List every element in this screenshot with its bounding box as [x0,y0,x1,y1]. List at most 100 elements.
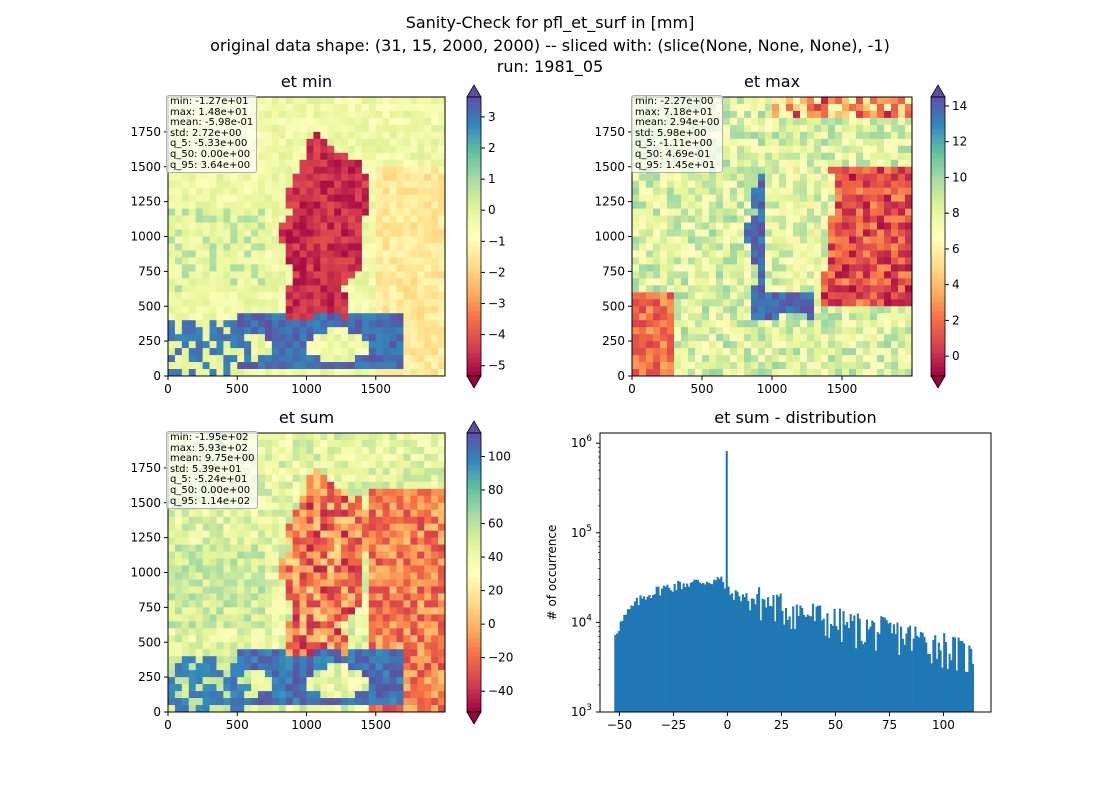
heatmap-cell [709,250,717,258]
heatmap-cell [779,292,787,300]
heatmap-cell [744,292,752,300]
heatmap-cell [431,670,439,678]
heatmap-cell [849,285,857,293]
heatmap-cell [814,264,822,272]
heatmap-cell [814,257,822,265]
heatmap-cell [417,677,425,685]
heatmap-cell [821,110,829,119]
colorbar-segment [931,231,945,237]
heatmap-cell [424,236,432,244]
heatmap-cell [828,236,836,244]
heatmap-cell [660,271,668,279]
heatmap-cell [856,369,864,377]
heatmap-cell [299,509,307,518]
heatmap-cell [306,481,314,490]
heatmap-cell [375,299,384,307]
heatmap-cell [320,264,328,272]
heatmap-cell [828,187,836,196]
heatmap-cell [195,691,204,699]
heatmap-cell [814,334,822,342]
heatmap-cell [320,250,328,258]
heatmap-cell [320,348,328,356]
heatmap-cell [389,684,397,692]
heatmap-cell [688,264,696,272]
heatmap-cell [382,621,390,629]
colorbar-segment [931,124,945,130]
heatmap-cell [320,481,328,490]
x-tick-label: 0 [628,382,636,396]
heatmap-cell [431,194,439,203]
heatmap-cell [396,201,404,210]
heatmap-cell [646,362,654,370]
heatmap-cell [223,348,231,356]
heatmap-cell [646,236,654,244]
heatmap-cell [271,222,280,230]
heatmap-cell [744,173,752,182]
heatmap-cell [758,369,766,377]
heatmap-cell [702,215,710,223]
heatmap-cell [632,180,640,189]
heatmap-cell [772,173,780,182]
heatmap-cell [368,292,377,300]
heatmap-cell [313,516,321,525]
heatmap-cell [306,656,314,664]
heatmap-cell [744,271,752,279]
heatmap-cell [688,250,696,258]
heatmap-cell [410,306,418,314]
heatmap-cell [716,334,724,342]
heatmap-cell [306,222,314,230]
heatmap-cell [278,502,287,511]
heatmap-cell [396,614,404,622]
heatmap-cell [382,530,390,539]
heatmap-cell [438,509,446,518]
heatmap-cell [202,621,210,629]
heatmap-cell [368,306,377,314]
heatmap-cell [209,691,217,699]
heatmap-cell [646,299,654,307]
heatmap-cell [341,572,349,580]
heatmap-cell [368,670,377,678]
heatmap-cell [674,264,682,272]
heatmap-cell [709,257,717,265]
heatmap-cell [354,509,363,518]
heatmap-cell [209,292,217,300]
heatmap-cell [870,285,878,293]
heatmap-cell [898,103,906,112]
heatmap-cell [168,278,176,286]
heatmap-cell [438,327,446,335]
heatmap-cell [403,502,411,511]
heatmap-cell [258,481,266,490]
heatmap-cell [368,145,377,154]
heatmap-cell [695,320,703,328]
heatmap-cell [884,264,892,272]
heatmap-cell [431,691,439,699]
heatmap-cell [285,257,294,265]
heatmap-cell [737,341,745,349]
heatmap-cell [856,103,864,112]
heatmap-cell [320,243,328,251]
heatmap-cell [632,222,640,230]
heatmap-cell [216,614,224,622]
heatmap-cell [674,173,682,182]
heatmap-cell [168,264,176,272]
heatmap-cell [891,208,899,216]
heatmap-cell [410,677,418,685]
heatmap-cell [424,635,432,643]
heatmap-cell [285,705,294,713]
heatmap-cell [285,180,294,189]
heatmap-cell [264,502,273,511]
heatmap-cell [368,187,377,196]
heatmap-cell [382,628,390,636]
heatmap-cell [327,677,335,685]
heatmap-cell [209,187,217,196]
heatmap-cell [334,97,342,105]
heatmap-cell [341,600,349,608]
heatmap-cell [334,250,342,258]
heatmap-cell [327,544,335,552]
colorbar-segment [467,162,481,168]
heatmap-cell [348,285,356,293]
heatmap-cell [856,110,864,119]
heatmap-cell [660,348,668,356]
heatmap-cell [751,166,759,175]
heatmap-cell [348,656,356,664]
